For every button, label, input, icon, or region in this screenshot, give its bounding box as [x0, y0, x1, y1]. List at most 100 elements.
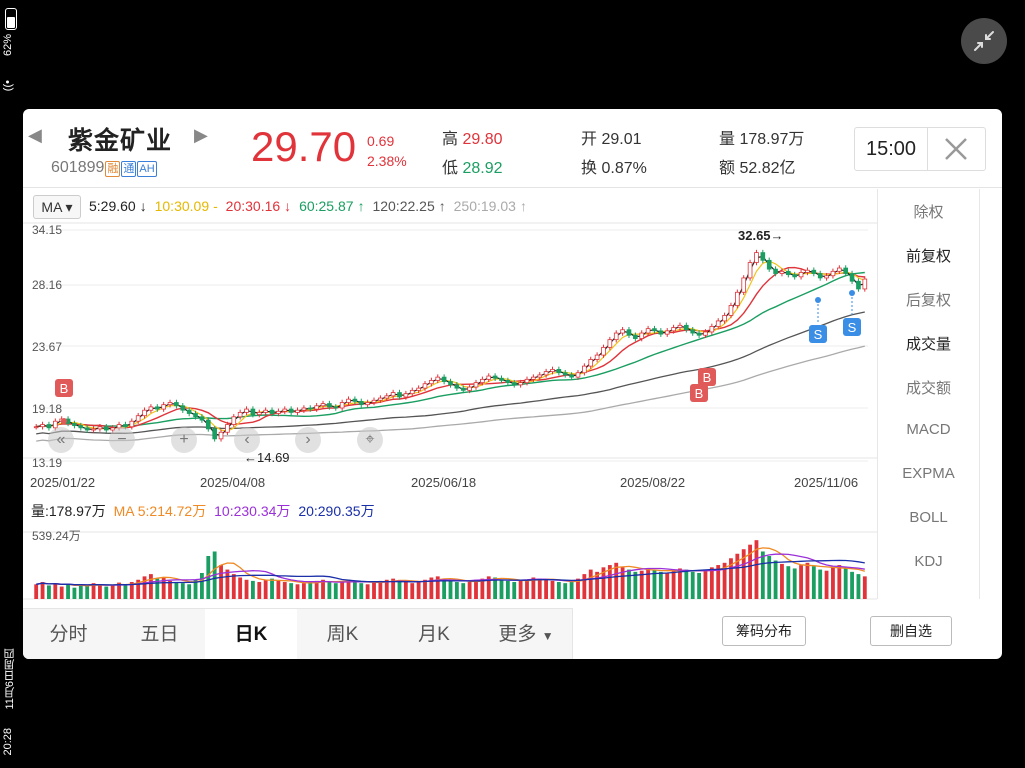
candle-body — [779, 270, 785, 274]
candle-body — [244, 408, 249, 413]
candle-body — [575, 372, 581, 378]
volume-quote: 量 178.97万 — [719, 131, 805, 148]
volume-bar — [767, 556, 772, 599]
candle-body — [429, 380, 434, 385]
volume-bar — [856, 574, 861, 599]
volume-bar — [703, 570, 708, 599]
volume-bar — [231, 574, 236, 599]
candle-body — [154, 406, 160, 410]
menu-item-amount[interactable]: 成交额 — [905, 380, 951, 397]
volume-bar — [85, 585, 90, 599]
tab-five-day[interactable]: 五日 — [114, 609, 206, 659]
volume-bar — [582, 574, 587, 599]
price-axis-label: 13.19 — [32, 456, 63, 470]
menu-item-expma[interactable]: EXPMA — [902, 465, 955, 482]
candle-body — [403, 393, 409, 398]
menu-item-ex-rights[interactable]: 除权 — [913, 204, 944, 221]
volume-bar — [149, 574, 153, 599]
candle-body — [849, 273, 855, 282]
svg-text:B: B — [695, 386, 704, 401]
volume-bar — [486, 576, 491, 599]
ma-selector[interactable]: MA ▾ — [33, 195, 81, 219]
volume-bar — [384, 579, 389, 599]
amount-value: 52.82亿 — [739, 160, 796, 177]
candle-body — [365, 402, 370, 406]
ma60-value: 60:25.87 ↑ — [299, 198, 365, 214]
volume-bar — [639, 570, 644, 599]
close-button[interactable] — [928, 128, 985, 170]
menu-item-forward-adjust[interactable]: 前复权 — [905, 248, 951, 265]
candle-body — [40, 424, 45, 428]
tab-intraday[interactable]: 分时 — [23, 609, 115, 659]
volume-bar — [238, 577, 243, 599]
volume-bar — [352, 582, 357, 599]
candle-body — [390, 392, 396, 397]
candle-body — [626, 329, 632, 336]
candle-body — [167, 402, 173, 406]
volume-bar — [327, 582, 332, 599]
volume-bar — [378, 580, 383, 599]
zoom-out-button[interactable]: − — [109, 427, 135, 453]
volume-bar — [410, 583, 415, 599]
volume-bar — [91, 583, 96, 599]
volume-bar — [359, 583, 364, 599]
tab-monthly-k[interactable]: 月K — [388, 609, 481, 659]
scroll-left-button[interactable]: « — [48, 427, 74, 453]
exit-fullscreen-button[interactable] — [961, 18, 1007, 64]
high-quote: 高 29.80 — [442, 131, 503, 148]
step-right-button[interactable]: › — [295, 427, 321, 453]
candle-body — [174, 402, 179, 407]
candle-body — [135, 415, 141, 422]
candle-body — [556, 369, 562, 374]
chevron-down-icon: ▼ — [541, 629, 554, 643]
prev-stock-arrow-icon[interactable]: ◀ — [28, 125, 42, 145]
menu-item-volume[interactable]: 成交量 — [905, 336, 951, 353]
volume-current: 量:178.97万 — [31, 503, 106, 519]
remove-watchlist-button[interactable]: 删自选 — [870, 616, 952, 646]
candle-body — [384, 395, 390, 399]
tab-weekly-k[interactable]: 周K — [297, 609, 389, 659]
step-left-button[interactable]: ‹ — [234, 427, 260, 453]
candle-body — [798, 272, 804, 278]
chip-distribution-button[interactable]: 筹码分布 — [722, 616, 806, 646]
zoom-in-button[interactable]: + — [171, 427, 197, 453]
tab-more[interactable]: 更多 ▼ — [480, 609, 573, 659]
candle-body — [320, 403, 326, 407]
candle-body — [856, 280, 861, 290]
volume-bar — [709, 567, 714, 599]
crosshair-button[interactable]: ⌖ — [357, 427, 383, 453]
volume-bar — [741, 549, 746, 599]
volume-bar — [837, 565, 842, 599]
candle-body — [607, 339, 613, 348]
ma250-value: 250:19.03 ↑ — [453, 198, 527, 214]
ma60-line — [36, 271, 865, 428]
candle-body — [186, 409, 192, 414]
candle-body — [422, 383, 428, 389]
volume-bar — [295, 584, 300, 599]
volume-bar — [690, 571, 695, 599]
quote-time: 15:00 — [855, 128, 928, 170]
volume-bar — [633, 571, 638, 599]
tab-daily-k[interactable]: 日K — [205, 609, 298, 659]
menu-item-kdj[interactable]: KDJ — [914, 553, 943, 570]
volume-bar — [799, 565, 803, 599]
margin-tag: 融 — [105, 161, 121, 177]
ma120-value: 120:22.25 ↑ — [372, 198, 446, 214]
next-stock-arrow-icon[interactable]: ▶ — [194, 125, 208, 145]
volume-bar — [187, 584, 192, 599]
volume-bar — [474, 579, 478, 599]
time-box: 15:00 — [854, 127, 986, 171]
candle-body — [288, 408, 294, 413]
candle-body — [722, 315, 727, 322]
menu-item-boll[interactable]: BOLL — [909, 509, 948, 526]
candle-body — [531, 376, 536, 380]
volume-bar — [110, 585, 115, 599]
candle-body — [715, 320, 721, 327]
candle-body — [830, 270, 836, 277]
menu-item-backward-adjust[interactable]: 后复权 — [905, 292, 951, 309]
volume-bar — [595, 571, 600, 599]
candle-body — [448, 381, 453, 386]
menu-item-macd[interactable]: MACD — [906, 421, 951, 438]
vol-ma20: 20:290.35万 — [298, 503, 375, 519]
